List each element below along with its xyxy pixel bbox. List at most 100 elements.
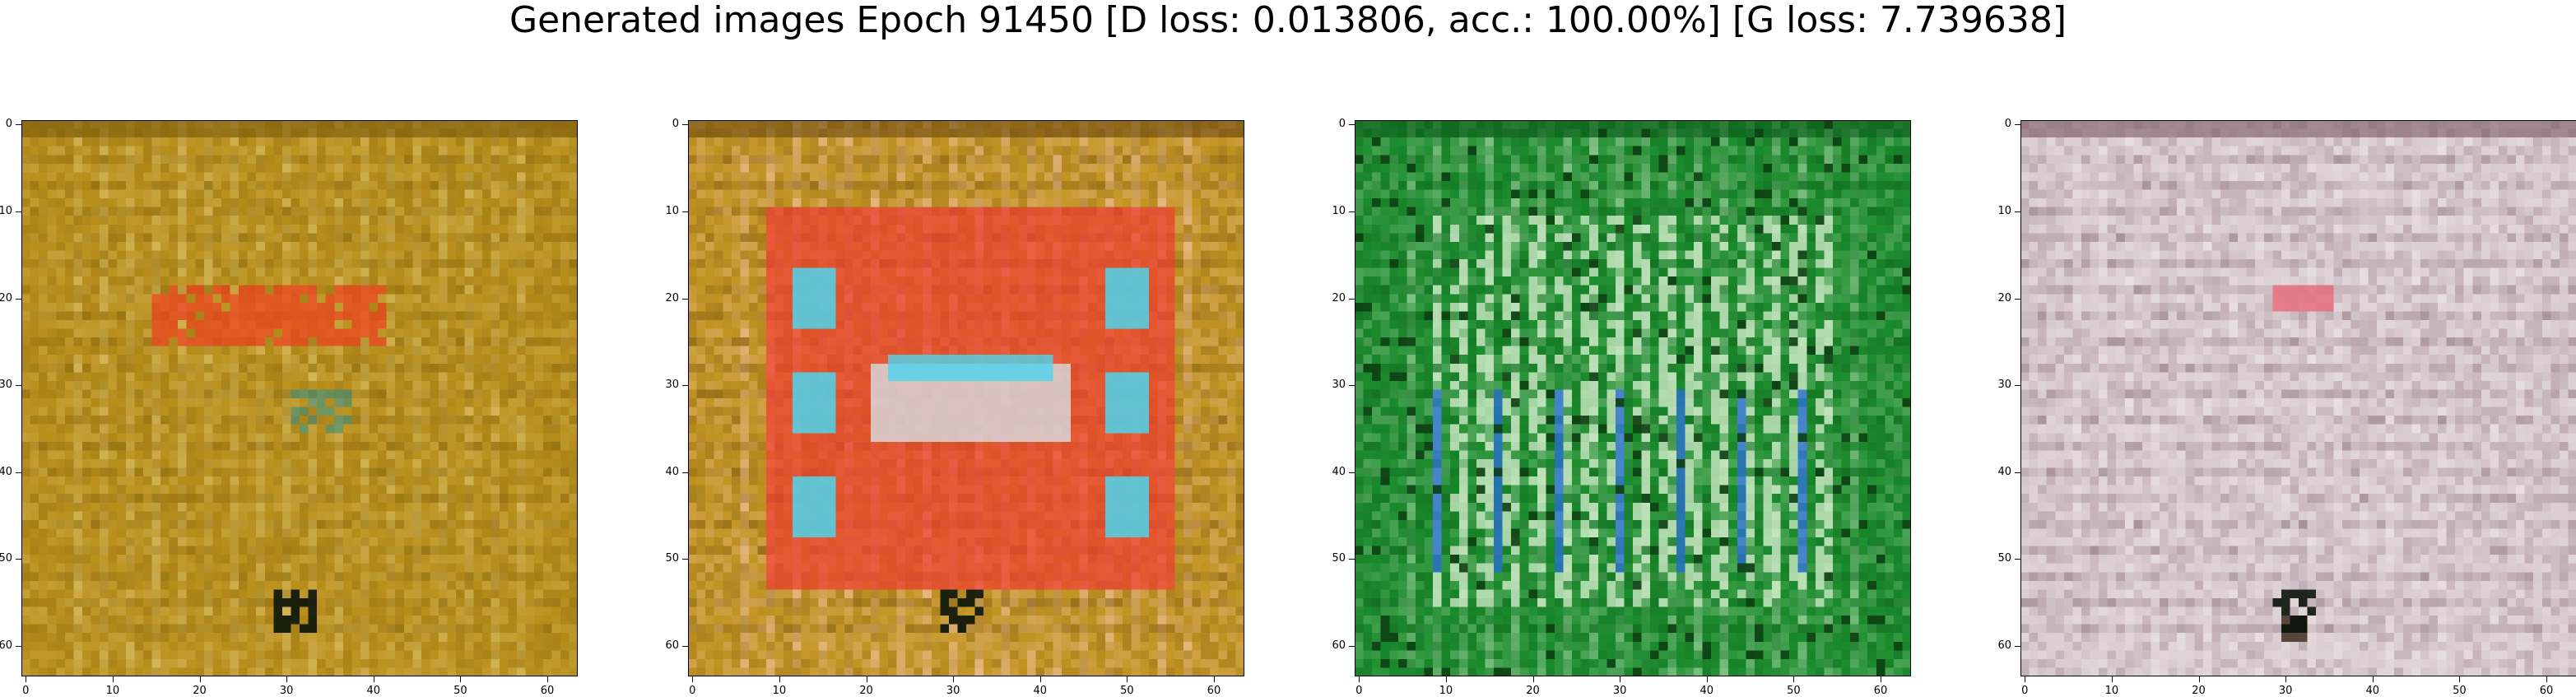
x-tick-label: 30 xyxy=(279,685,294,697)
y-tick-label: 40 xyxy=(1997,465,2011,478)
y-tick-label: 30 xyxy=(0,379,12,392)
y-tick-label: 20 xyxy=(1997,291,2011,304)
y-tick-label: 10 xyxy=(665,204,679,217)
x-tick-label: 30 xyxy=(2278,685,2293,697)
generated-image-1 xyxy=(21,120,578,676)
image-panel-3: 0 10 20 30 40 50 60 0 10 20 30 40 50 60 xyxy=(1332,118,1911,697)
x-tick-mark xyxy=(2111,676,2113,682)
x-tick-mark xyxy=(1127,676,1128,682)
x-tick-mark xyxy=(1793,676,1795,682)
y-tick-mark xyxy=(16,559,21,560)
x-tick-label: 10 xyxy=(105,685,120,697)
y-tick-label: 50 xyxy=(1997,552,2011,565)
y-tick-mark xyxy=(682,646,688,648)
y-tick-mark xyxy=(2015,385,2020,387)
y-tick-label: 20 xyxy=(0,291,12,304)
y-tick-mark xyxy=(16,385,21,387)
x-tick-mark xyxy=(460,676,462,682)
x-tick-mark xyxy=(692,676,694,682)
y-tick-mark xyxy=(1349,211,1355,212)
x-tick-mark xyxy=(1445,676,1447,682)
x-tick-label: 60 xyxy=(1207,685,1221,697)
x-tick-label: 50 xyxy=(1787,685,1801,697)
x-tick-mark xyxy=(2546,676,2548,682)
y-tick-label: 30 xyxy=(665,379,679,392)
y-tick-mark xyxy=(1349,646,1355,648)
image-panel-4: 0 10 20 30 40 50 60 0 10 20 30 40 50 60 xyxy=(1997,118,2576,697)
y-tick-label: 0 xyxy=(5,118,12,131)
x-tick-label: 0 xyxy=(22,685,30,697)
x-tick-label: 50 xyxy=(2453,685,2467,697)
x-tick-mark xyxy=(2198,676,2200,682)
y-tick-mark xyxy=(682,124,688,126)
x-tick-label: 0 xyxy=(689,685,696,697)
y-tick-label: 40 xyxy=(665,465,679,478)
y-tick-mark xyxy=(1349,124,1355,126)
x-tick-label: 20 xyxy=(193,685,207,697)
y-tick-label: 60 xyxy=(1997,639,2011,653)
y-tick-label: 30 xyxy=(1997,379,2011,392)
y-tick-mark xyxy=(2015,124,2020,126)
y-tick-mark xyxy=(16,472,21,473)
y-tick-label: 50 xyxy=(665,552,679,565)
x-tick-label: 10 xyxy=(2104,685,2119,697)
x-tick-label: 40 xyxy=(366,685,381,697)
x-tick-label: 60 xyxy=(2539,685,2554,697)
y-tick-mark xyxy=(682,385,688,387)
generated-image-2 xyxy=(688,120,1244,676)
generated-image-4 xyxy=(2020,120,2576,676)
y-tick-label: 0 xyxy=(2004,118,2011,131)
y-tick-label: 20 xyxy=(1332,291,1346,304)
y-tick-mark xyxy=(16,646,21,648)
y-tick-mark xyxy=(1349,559,1355,560)
y-tick-mark xyxy=(682,298,688,300)
y-tick-mark xyxy=(16,211,21,212)
y-tick-label: 60 xyxy=(665,639,679,653)
x-tick-label: 60 xyxy=(1873,685,1888,697)
generated-image-3 xyxy=(1355,120,1911,676)
x-tick-label: 20 xyxy=(1526,685,1540,697)
y-tick-mark xyxy=(682,472,688,473)
x-tick-mark xyxy=(2459,676,2461,682)
y-tick-label: 60 xyxy=(1332,639,1346,653)
x-tick-mark xyxy=(1039,676,1041,682)
y-tick-mark xyxy=(1349,298,1355,300)
y-tick-label: 10 xyxy=(0,204,12,217)
x-tick-mark xyxy=(199,676,201,682)
x-tick-mark xyxy=(2285,676,2287,682)
y-tick-label: 40 xyxy=(1332,465,1346,478)
y-tick-label: 10 xyxy=(1332,204,1346,217)
y-tick-mark xyxy=(16,124,21,126)
figure-title: Generated images Epoch 91450 [D loss: 0.… xyxy=(509,0,2067,41)
image-panel-1: 0 10 20 30 40 50 60 0 10 20 30 40 50 60 xyxy=(0,118,578,697)
y-tick-mark xyxy=(2015,298,2020,300)
x-tick-label: 10 xyxy=(772,685,787,697)
image-panel-2: 0 10 20 30 40 50 60 0 10 20 30 40 50 60 xyxy=(665,118,1244,697)
y-tick-mark xyxy=(16,298,21,300)
y-tick-label: 20 xyxy=(665,291,679,304)
y-tick-mark xyxy=(2015,646,2020,648)
x-tick-label: 40 xyxy=(1033,685,1048,697)
x-tick-mark xyxy=(112,676,114,682)
x-tick-label: 40 xyxy=(2365,685,2380,697)
y-tick-mark xyxy=(1349,385,1355,387)
y-tick-label: 50 xyxy=(1332,552,1346,565)
y-tick-label: 50 xyxy=(0,552,12,565)
x-tick-mark xyxy=(1214,676,1216,682)
x-tick-label: 0 xyxy=(2021,685,2029,697)
y-tick-mark xyxy=(2015,559,2020,560)
y-tick-label: 60 xyxy=(0,639,12,653)
y-tick-label: 10 xyxy=(1997,204,2011,217)
x-tick-mark xyxy=(2372,676,2374,682)
x-tick-label: 20 xyxy=(2192,685,2206,697)
x-tick-mark xyxy=(286,676,288,682)
x-tick-mark xyxy=(1706,676,1708,682)
x-tick-label: 10 xyxy=(1439,685,1453,697)
x-tick-label: 30 xyxy=(946,685,960,697)
y-tick-label: 0 xyxy=(672,118,679,131)
y-tick-label: 30 xyxy=(1332,379,1346,392)
x-tick-label: 60 xyxy=(540,685,555,697)
x-tick-mark xyxy=(1359,676,1360,682)
x-tick-label: 40 xyxy=(1700,685,1714,697)
x-tick-label: 30 xyxy=(1612,685,1627,697)
